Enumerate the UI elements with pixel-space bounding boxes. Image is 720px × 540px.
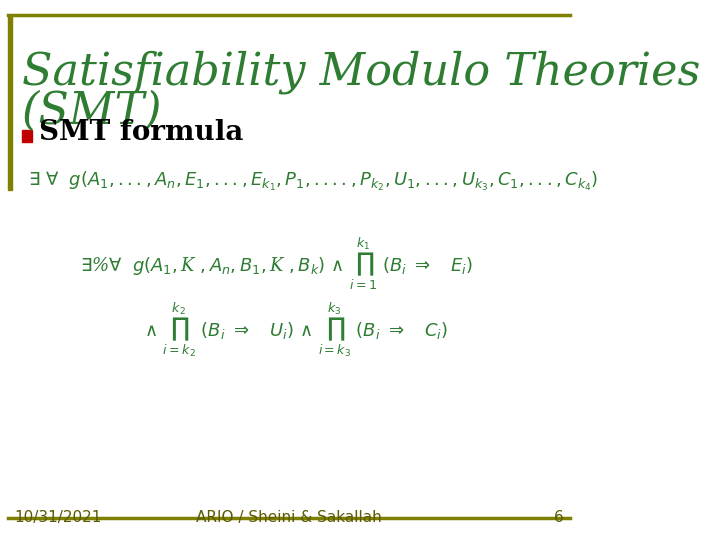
Text: $\wedge$ $\prod_{i=k_2}^{k_2}$ $(B_i$ $\Rightarrow$   $U_i)$ $\wedge$ $\prod_{i=: $\wedge$ $\prod_{i=k_2}^{k_2}$ $(B_i$ $\… <box>145 300 449 359</box>
Text: $\exists$ $\forall$  $g(A_1,...,A_n, E_1,...,E_{k_1}, P_1,....,P_{k_2}, U_1,...,: $\exists$ $\forall$ $g(A_1,...,A_n, E_1,… <box>28 170 598 193</box>
Text: SMT formula: SMT formula <box>39 119 243 146</box>
Text: 6: 6 <box>554 510 564 525</box>
Text: (SMT): (SMT) <box>22 90 163 133</box>
Text: $\exists$%$\forall$  $g(A_1,$K $, A_n, B_1,$K $, B_k)$ $\wedge$ $\prod_{i=1}^{k_: $\exists$%$\forall$ $g(A_1,$K $, A_n, B_… <box>80 235 474 292</box>
Text: ARIO / Sheini & Sakallah: ARIO / Sheini & Sakallah <box>196 510 382 525</box>
Text: 10/31/2021: 10/31/2021 <box>14 510 102 525</box>
Text: Satisfiability Modulo Theories: Satisfiability Modulo Theories <box>22 50 701 93</box>
Bar <box>22 130 32 142</box>
Bar <box>8 15 12 190</box>
